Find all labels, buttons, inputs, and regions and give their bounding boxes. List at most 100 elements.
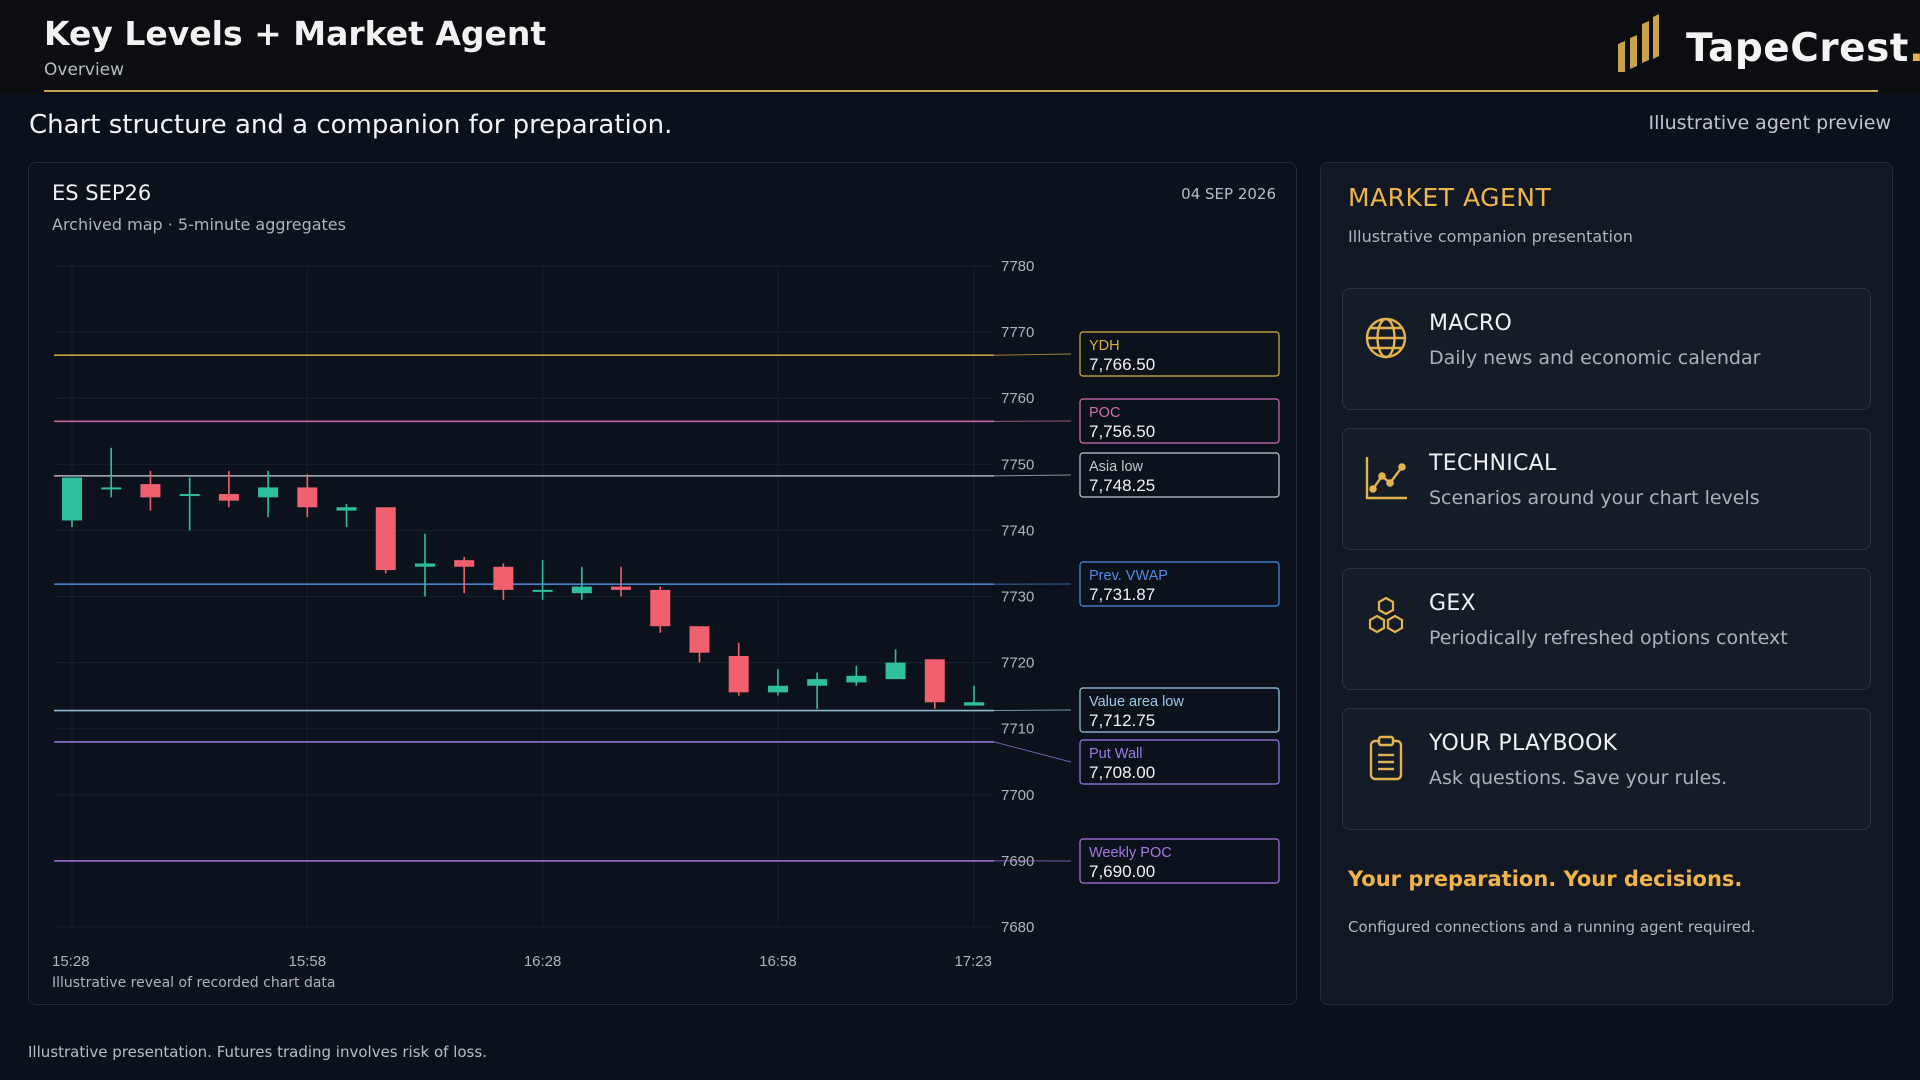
card-macro[interactable]: MACRO Daily news and economic calendar (1342, 288, 1871, 410)
candle-body (728, 655, 749, 693)
level-name: Put Wall (1089, 746, 1142, 762)
candle-body (297, 487, 318, 508)
page-subtitle: Overview (44, 60, 125, 80)
agent-title: MARKET AGENT (1348, 183, 1552, 212)
card-gex[interactable]: GEX Periodically refreshed options conte… (1342, 568, 1871, 690)
level-connector (993, 741, 1072, 763)
level-name: YDH (1089, 338, 1120, 354)
card-title: YOUR PLAYBOOK (1429, 731, 1618, 756)
candle-body (140, 484, 161, 498)
candle-body (336, 507, 357, 511)
candle-body (62, 477, 82, 521)
hexagons-icon (1368, 596, 1404, 634)
level-name: Prev. VWAP (1089, 568, 1168, 584)
y-tick-label: 7780 (1001, 258, 1034, 275)
level-connector (993, 474, 1072, 477)
level-name: Asia low (1089, 459, 1144, 475)
level-connector (993, 709, 1072, 712)
candle-body (414, 563, 435, 567)
card-description: Periodically refreshed options context (1429, 627, 1788, 649)
candle-body (218, 494, 239, 501)
level-name: Weekly POC (1089, 845, 1172, 861)
card-title: MACRO (1429, 311, 1513, 336)
candle-body (571, 586, 592, 594)
app-header (0, 0, 1920, 94)
candle-body (924, 659, 945, 703)
level-value: 7,708.00 (1089, 763, 1155, 782)
disclaimer: Illustrative presentation. Futures tradi… (28, 1043, 487, 1061)
candle-body (101, 487, 122, 490)
level-box (1079, 561, 1280, 607)
level-box (1079, 452, 1280, 498)
x-tick-label: 15:28 (52, 953, 90, 970)
logo-text: TapeCrest (1686, 26, 1909, 71)
candle-body (493, 566, 514, 590)
x-tick-label: 17:23 (954, 953, 992, 970)
candle-body (258, 487, 279, 498)
header-divider (44, 90, 1878, 92)
level-box (1079, 838, 1280, 884)
logo-wordmark: TapeCrest. (1686, 26, 1920, 71)
y-tick-label: 7680 (1001, 919, 1034, 936)
level-box (1079, 398, 1280, 444)
candle-body (846, 675, 867, 683)
agent-cta: Your preparation. Your decisions. (1348, 867, 1743, 891)
page-title: Key Levels + Market Agent (44, 14, 547, 53)
level-name: Value area low (1089, 694, 1184, 710)
y-tick-label: 7740 (1001, 522, 1034, 539)
instrument-symbol: ES SEP26 (52, 181, 152, 205)
chart-subtitle: Archived map · 5-minute aggregates (52, 215, 346, 234)
level-connector (993, 353, 1072, 356)
logo-dot: . (1909, 26, 1920, 71)
level-value: 7,731.87 (1089, 585, 1155, 604)
line-chart-icon (1365, 457, 1407, 500)
y-tick-label: 7770 (1001, 324, 1034, 341)
level-box (1079, 331, 1280, 377)
candle-body (375, 507, 396, 571)
preview-label: Illustrative agent preview (1648, 112, 1891, 134)
logo-bars-icon (1618, 14, 1659, 72)
candle-body (964, 702, 984, 706)
candle-body (689, 626, 710, 653)
candle-body (611, 586, 632, 590)
tagline: Chart structure and a companion for prep… (29, 110, 673, 140)
level-box (1079, 739, 1280, 785)
candlestick-chart[interactable]: 7780777077607750774077307720771077007690… (0, 0, 1300, 1000)
candle-body (767, 685, 788, 693)
card-description: Daily news and economic calendar (1429, 347, 1761, 369)
x-tick-label: 16:58 (759, 953, 797, 970)
y-tick-label: 7750 (1001, 456, 1034, 473)
clipboard-icon (1369, 735, 1403, 781)
card-description: Ask questions. Save your rules. (1429, 767, 1728, 789)
x-tick-label: 16:28 (524, 953, 562, 970)
candle-body (885, 662, 906, 680)
card-title: GEX (1429, 591, 1476, 616)
candle-body (454, 560, 475, 567)
y-tick-label: 7730 (1001, 589, 1034, 606)
agent-subtitle: Illustrative companion presentation (1348, 227, 1633, 246)
globe-icon (1365, 317, 1407, 359)
y-tick-label: 7700 (1001, 787, 1034, 804)
candle-body (650, 589, 671, 627)
candle-body (532, 589, 553, 592)
chart-date: 04 SEP 2026 (1181, 185, 1276, 203)
candle-body (179, 494, 200, 497)
level-value: 7,766.50 (1089, 355, 1155, 374)
chart-footnote: Illustrative reveal of recorded chart da… (52, 975, 336, 991)
level-value: 7,690.00 (1089, 862, 1155, 881)
y-tick-label: 7760 (1001, 390, 1034, 407)
card-description: Scenarios around your chart levels (1429, 487, 1760, 509)
level-value: 7,748.25 (1089, 476, 1155, 495)
y-tick-label: 7710 (1001, 721, 1034, 738)
x-tick-label: 15:58 (289, 953, 327, 970)
card-title: TECHNICAL (1429, 451, 1557, 476)
card-technical[interactable]: TECHNICAL Scenarios around your chart le… (1342, 428, 1871, 550)
y-tick-label: 7720 (1001, 655, 1034, 672)
level-value: 7,712.75 (1089, 711, 1155, 730)
level-value: 7,756.50 (1089, 422, 1155, 441)
level-box (1079, 687, 1280, 733)
level-name: POC (1089, 405, 1120, 421)
candle-body (807, 679, 828, 686)
agent-note: Configured connections and a running age… (1348, 918, 1756, 936)
card-your-playbook[interactable]: YOUR PLAYBOOK Ask questions. Save your r… (1342, 708, 1871, 830)
